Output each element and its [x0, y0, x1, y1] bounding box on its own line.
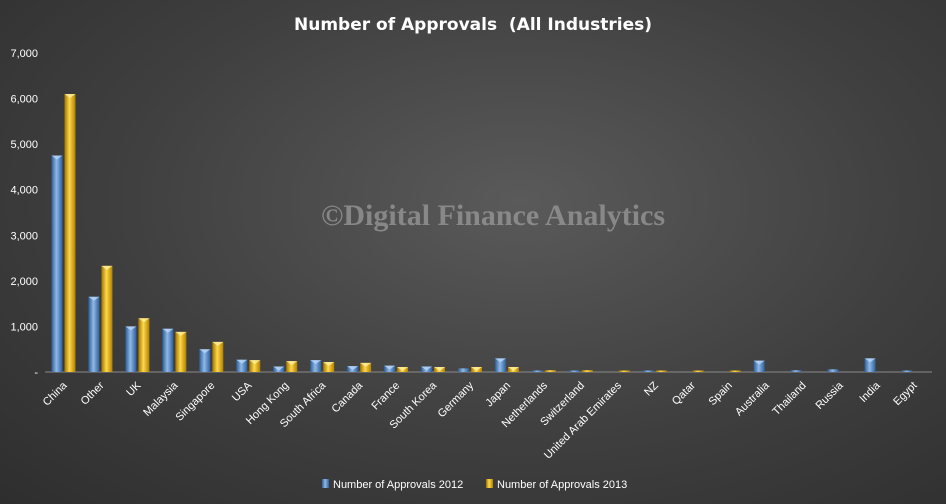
- bar-cap-2012: [347, 366, 359, 371]
- bar-cap-2012: [125, 326, 137, 331]
- bar-cap-2012: [753, 360, 765, 365]
- category-label: Egypt: [891, 380, 919, 408]
- bar-cap-2012: [310, 360, 322, 365]
- legend-swatch-2013: [486, 479, 493, 488]
- legend: Number of Approvals 2012 Number of Appro…: [322, 479, 627, 491]
- y-tick-label: 5,000: [10, 139, 38, 151]
- legend-label-2012: Number of Approvals 2012: [333, 479, 463, 491]
- category-label: Thailand: [770, 380, 808, 418]
- bar-cap-2012: [494, 358, 506, 363]
- bar-cap-2012: [864, 358, 876, 363]
- bar-cap-2013: [360, 362, 372, 367]
- bar-2013: [618, 370, 630, 372]
- bar-cap-2013: [507, 366, 519, 371]
- bar-cap-2012: [51, 155, 63, 160]
- bar-2013: [360, 362, 372, 372]
- y-tick-label: 4,000: [10, 185, 38, 197]
- bar-cap-2012: [162, 328, 174, 333]
- legend-item-2012: Number of Approvals 2012: [322, 479, 463, 491]
- legend-swatch-2012: [322, 479, 329, 488]
- bar-2012: [88, 296, 100, 372]
- bar-cap-2013: [434, 366, 446, 371]
- bar-2012: [310, 360, 322, 372]
- category-label: Qatar: [670, 379, 698, 407]
- bar-2013: [212, 341, 224, 372]
- bar-2013: [175, 331, 187, 372]
- bar-cap-2013: [175, 331, 187, 336]
- bar-2012: [531, 370, 543, 372]
- bar-2012: [236, 359, 248, 372]
- category-label: Germany: [436, 379, 477, 420]
- bar-cap-2012: [199, 349, 211, 354]
- bar-cap-2012: [88, 296, 100, 301]
- bar-2013: [655, 370, 667, 372]
- category-label: USA: [230, 379, 255, 404]
- bar-2013: [101, 265, 113, 372]
- bar-2013: [64, 94, 76, 372]
- y-axis: - 1,000 2,000 3,000 4,000 5,000 6,000 7,000: [10, 48, 38, 379]
- bar-2013: [249, 360, 261, 372]
- bar-cap-2013: [471, 366, 483, 371]
- bar-cap-2012: [384, 365, 396, 370]
- bar-cap-2013: [397, 366, 409, 371]
- bar-2012: [642, 370, 654, 372]
- bar-cap-2013: [323, 361, 335, 366]
- chart-title: Number of Approvals (All Industries): [294, 15, 652, 35]
- bar-cap-2013: [286, 361, 298, 366]
- y-tick-label: 3,000: [10, 230, 38, 242]
- bar-2012: [568, 370, 580, 372]
- bars-group: [51, 94, 913, 372]
- category-label: UK: [124, 379, 144, 399]
- category-label: Spain: [706, 380, 734, 408]
- bar-2012: [494, 358, 506, 372]
- y-tick-label: 6,000: [10, 94, 38, 106]
- bar-2012: [827, 369, 839, 372]
- y-tick-label: 1,000: [10, 321, 38, 333]
- bar-cap-2012: [236, 359, 248, 364]
- category-label: India: [857, 379, 883, 405]
- bar-2012: [458, 368, 470, 372]
- bar-2012: [790, 370, 802, 372]
- bar-2012: [51, 155, 63, 372]
- bar-cap-2013: [212, 341, 224, 346]
- legend-item-2013: Number of Approvals 2013: [486, 479, 627, 491]
- bar-cap-2012: [273, 366, 285, 371]
- y-tick-label: -: [34, 367, 38, 379]
- category-label: Canada: [330, 379, 366, 415]
- category-label: Singapore: [173, 380, 217, 424]
- bar-2012: [753, 360, 765, 372]
- bar-cap-2013: [64, 94, 76, 99]
- category-label: Japan: [483, 380, 513, 410]
- y-tick-label: 2,000: [10, 276, 38, 288]
- category-label: Russia: [813, 379, 846, 412]
- y-tick-label: 7,000: [10, 48, 38, 60]
- category-label: Australia: [733, 379, 772, 418]
- bar-2012: [162, 328, 174, 372]
- category-label: China: [41, 379, 70, 408]
- bar-2013: [138, 318, 150, 372]
- bar-2013: [581, 370, 593, 372]
- bar-2012: [199, 349, 211, 372]
- bar-2012: [125, 326, 137, 372]
- bar-2012: [864, 358, 876, 372]
- bar-cap-2013: [101, 265, 113, 270]
- bar-cap-2013: [249, 360, 261, 365]
- bar-2012: [901, 370, 913, 372]
- legend-label-2013: Number of Approvals 2013: [497, 479, 627, 491]
- category-label: NZ: [642, 379, 661, 398]
- watermark-text: ©Digital Finance Analytics: [321, 199, 665, 232]
- bar-2013: [544, 370, 556, 372]
- bar-2013: [729, 370, 741, 372]
- bar-cap-2012: [421, 366, 433, 371]
- category-label: Other: [79, 379, 107, 407]
- bar-2013: [692, 370, 704, 372]
- bar-2013: [323, 361, 335, 372]
- category-label: France: [370, 380, 403, 413]
- bar-cap-2013: [138, 318, 150, 323]
- bar-2013: [286, 361, 298, 372]
